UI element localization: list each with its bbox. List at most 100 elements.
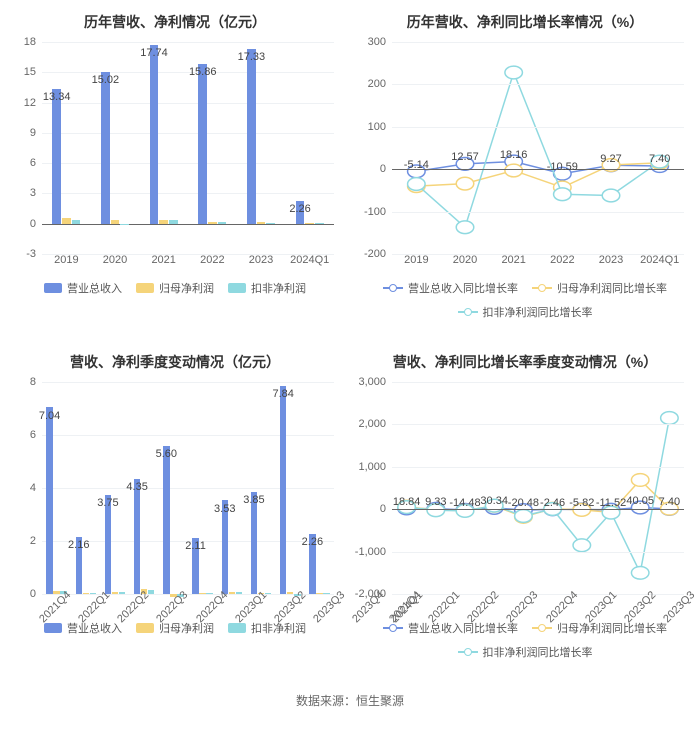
- bar: [208, 222, 217, 224]
- y-tick: 200: [368, 78, 386, 90]
- y-tick: 3: [30, 187, 36, 199]
- bar: [159, 220, 168, 224]
- chart-quarterly-growth: 营收、净利同比增长率季度变动情况（%） -2,000-1,00001,0002,…: [350, 340, 700, 680]
- bar: [62, 218, 71, 224]
- plot: 7.042.163.754.355.602.113.533.857.842.26: [42, 382, 334, 594]
- chart-area: 02468 7.042.163.754.355.602.113.533.857.…: [6, 376, 344, 616]
- legend-label: 归母净利润: [159, 280, 214, 296]
- bar-label: 7.84: [272, 388, 293, 400]
- bar: [218, 222, 227, 223]
- x-tick: 2020: [91, 254, 140, 276]
- legend-swatch: [383, 283, 403, 293]
- chart-title: 营收、净利季度变动情况（亿元）: [6, 352, 344, 372]
- bar-label: 13.34: [43, 91, 71, 103]
- bar-group: 4.35: [130, 382, 159, 594]
- legend-item: 扣非净利润同比增长率: [458, 304, 593, 320]
- legend-label: 归母净利润同比增长率: [557, 620, 667, 636]
- point-label: -11.52: [596, 497, 626, 509]
- line-marker: [505, 66, 523, 79]
- legend-swatch: [136, 623, 154, 633]
- line-marker: [505, 164, 523, 177]
- point-label: -14.48: [449, 497, 480, 509]
- x-tick: 2024Q1: [635, 254, 684, 276]
- bar-group: 17.74: [139, 42, 188, 254]
- x-tick: 2023: [587, 254, 636, 276]
- legend-item: 归母净利润: [136, 280, 214, 296]
- point-label: 9.33: [425, 496, 446, 508]
- bar: [101, 72, 110, 224]
- y-tick: 8: [30, 376, 36, 388]
- chart-title: 营收、净利同比增长率季度变动情况（%）: [356, 352, 694, 372]
- x-tick: 2020: [441, 254, 490, 276]
- chart-title: 历年营收、净利同比增长率情况（%）: [356, 12, 694, 32]
- line-marker: [408, 178, 426, 191]
- bar: [251, 492, 257, 594]
- point-label: -5.82: [569, 497, 594, 509]
- y-tick: 4: [30, 482, 36, 494]
- bar: [280, 386, 286, 594]
- point-label: 9.27: [600, 153, 621, 165]
- y-axis: -200-1000100200300: [356, 42, 390, 254]
- legend-item: 归母净利润同比增长率: [532, 280, 667, 296]
- x-tick: 2022: [188, 254, 237, 276]
- y-tick: 18: [24, 36, 36, 48]
- x-axis: 2021Q42022Q12022Q22022Q32022Q42023Q12023…: [392, 594, 684, 616]
- bar: [105, 495, 111, 594]
- chart-quarterly-revenue: 营收、净利季度变动情况（亿元） 02468 7.042.163.754.355.…: [0, 340, 350, 680]
- line-marker: [631, 566, 649, 579]
- bar: [169, 220, 178, 223]
- y-tick: -2,000: [355, 588, 386, 600]
- bar-label: 2.26: [289, 203, 310, 215]
- bar: [266, 223, 275, 224]
- bar-label: 3.75: [97, 497, 118, 509]
- point-label: 18.84: [393, 496, 421, 508]
- zero-line: [392, 169, 684, 170]
- legend-swatch: [532, 623, 552, 633]
- y-axis: -2,000-1,00001,0002,0003,000: [356, 382, 390, 594]
- y-tick: 9: [30, 127, 36, 139]
- y-tick: -1,000: [355, 546, 386, 558]
- point-label: -2.46: [540, 497, 565, 509]
- x-axis: 201920202021202220232024Q1: [392, 254, 684, 276]
- bar: [150, 45, 159, 224]
- y-axis: 02468: [6, 382, 40, 594]
- y-axis: -30369121518: [6, 42, 40, 254]
- chart-area: -2,000-1,00001,0002,0003,000 18.849.33-1…: [356, 376, 694, 616]
- y-tick: 15: [24, 66, 36, 78]
- legend-item: 营业总收入: [44, 280, 122, 296]
- bar-label: 15.86: [189, 66, 217, 78]
- legend-item: 扣非净利润: [228, 280, 306, 296]
- legend-swatch: [532, 283, 552, 293]
- bar-label: 3.85: [243, 494, 264, 506]
- y-tick: 6: [30, 429, 36, 441]
- x-tick: 2019: [42, 254, 91, 276]
- legend-swatch: [228, 283, 246, 293]
- bar-group: 5.60: [159, 382, 188, 594]
- legend-label: 扣非净利润: [251, 280, 306, 296]
- grid-line: [392, 424, 684, 425]
- chart-area: -200-1000100200300 -5.1412.5718.16-10.59…: [356, 36, 694, 276]
- chart-annual-growth: 历年营收、净利同比增长率情况（%） -200-1000100200300 -5.…: [350, 0, 700, 340]
- bar: [247, 49, 256, 224]
- bar-group: 13.34: [42, 42, 91, 254]
- y-tick: 6: [30, 157, 36, 169]
- y-tick: 1,000: [358, 461, 386, 473]
- legend-label: 营业总收入同比增长率: [408, 280, 518, 296]
- line-marker: [661, 412, 679, 425]
- bar: [111, 220, 120, 224]
- legend-swatch: [136, 283, 154, 293]
- grid-line: [392, 467, 684, 468]
- bar-group: 15.02: [91, 42, 140, 254]
- legend-item: 营业总收入同比增长率: [383, 280, 518, 296]
- legend-label: 归母净利润同比增长率: [557, 280, 667, 296]
- y-tick: 2,000: [358, 418, 386, 430]
- bar: [257, 222, 266, 224]
- x-axis: 201920202021202220232024Q1: [42, 254, 334, 276]
- line-marker: [456, 177, 474, 190]
- grid-line: [392, 127, 684, 128]
- legend: 营业总收入同比增长率 归母净利润同比增长率扣非净利润同比增长率: [356, 280, 694, 320]
- x-tick: 2019: [392, 254, 441, 276]
- y-tick: 12: [24, 97, 36, 109]
- point-label: 7.40: [659, 496, 680, 508]
- y-tick: 0: [380, 163, 386, 175]
